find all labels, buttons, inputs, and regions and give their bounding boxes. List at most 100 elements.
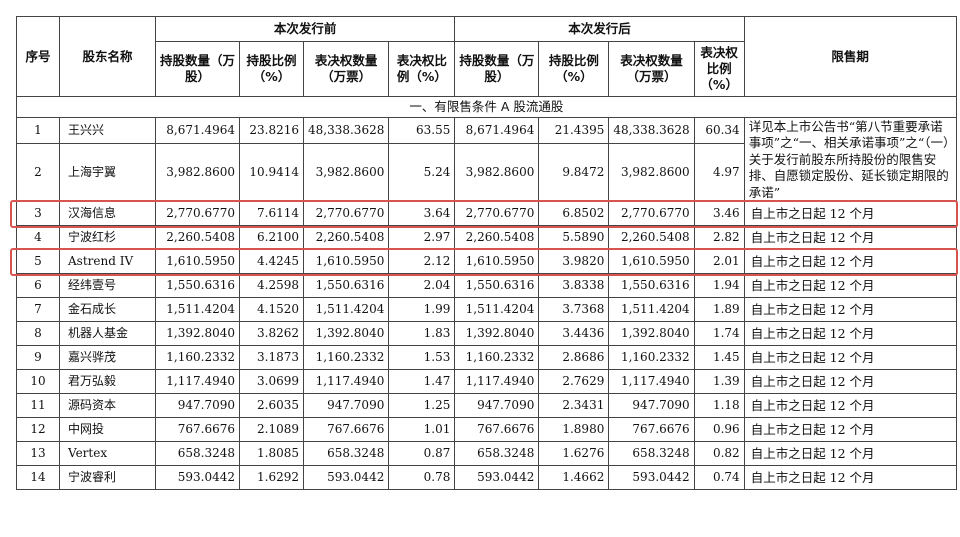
cell-after-shares: 1,550.6316 (454, 273, 540, 299)
cell-index: 6 (16, 273, 60, 299)
cell-before-shares: 1,117.4940 (155, 369, 240, 395)
cell-after-pct: 2.3431 (538, 393, 610, 419)
cell-index: 1 (16, 117, 60, 144)
cell-before-vote-pct: 2.97 (388, 225, 456, 251)
cell-after-pct: 6.8502 (538, 201, 610, 227)
shareholder-table-container: 序号 股东名称 本次发行前 本次发行后 限售期 持股数量（万股） 持股比例（%）… (16, 16, 957, 491)
cell-index: 10 (16, 369, 60, 395)
cell-after-shares: 3,982.8600 (454, 142, 540, 203)
cell-lockup-period: 自上市之日起 12 个月 (743, 321, 957, 347)
table-row: 2 上海宇翼 3,982.8600 10.9414 3,982.8600 5.24 3,98… (16, 142, 957, 203)
cell-after-pct: 1.6276 (538, 441, 610, 467)
cell-before-votes: 2,260.5408 (302, 225, 390, 251)
cell-after-vote-pct: 3.46 (693, 201, 745, 227)
cell-before-pct: 7.6114 (239, 201, 304, 227)
table-row: 4 宁波红杉 2,260.5408 6.2100 2,260.5408 2.97 2,260… (16, 225, 957, 251)
cell-after-vote-pct: 0.96 (693, 417, 745, 443)
header-after-pct: 持股比例（%） (538, 41, 610, 97)
cell-after-vote-pct: 1.89 (693, 297, 745, 323)
cell-before-shares: 1,610.5950 (155, 249, 240, 275)
cell-before-vote-pct: 3.64 (388, 201, 456, 227)
cell-after-pct: 5.5890 (538, 225, 610, 251)
cell-after-shares: 947.7090 (454, 393, 540, 419)
cell-after-votes: 2,770.6770 (608, 201, 695, 227)
cell-index: 7 (16, 297, 60, 323)
cell-name: 中网投 (59, 417, 156, 443)
table-row: 11 源码资本 947.7090 2.6035 947.7090 1.25 947.7090… (16, 393, 957, 419)
cell-index: 3 (16, 201, 60, 227)
cell-before-shares: 8,671.4964 (155, 117, 240, 144)
cell-before-shares: 2,770.6770 (155, 201, 240, 227)
cell-name: 宁波红杉 (59, 225, 156, 251)
cell-after-shares: 1,160.2332 (454, 345, 540, 371)
cell-before-shares: 767.6676 (155, 417, 240, 443)
cell-after-pct: 2.8686 (538, 345, 610, 371)
cell-after-votes: 3,982.8600 (608, 142, 695, 203)
cell-name: 王兴兴 (59, 117, 156, 144)
cell-before-votes: 1,392.8040 (302, 321, 390, 347)
cell-lockup-period: 自上市之日起 12 个月 (743, 297, 957, 323)
cell-before-shares: 3,982.8600 (155, 142, 240, 203)
table-row: 13 Vertex 658.3248 1.8085 658.3248 0.87 658.32… (16, 441, 957, 467)
header-index: 序号 (16, 16, 60, 97)
cell-after-votes: 2,260.5408 (608, 225, 695, 251)
cell-after-shares: 2,260.5408 (454, 225, 540, 251)
cell-before-vote-pct: 0.78 (388, 465, 456, 491)
header-before-votes: 表决权数量（万票） (302, 41, 390, 97)
cell-before-votes: 1,550.6316 (302, 273, 390, 299)
cell-before-pct: 3.8262 (239, 321, 304, 347)
cell-after-shares: 8,671.4964 (454, 117, 540, 144)
cell-index: 12 (16, 417, 60, 443)
cell-name: 金石成长 (59, 297, 156, 323)
cell-before-votes: 1,160.2332 (302, 345, 390, 371)
cell-before-vote-pct: 2.12 (388, 249, 456, 275)
cell-after-votes: 947.7090 (608, 393, 695, 419)
cell-before-vote-pct: 5.24 (388, 142, 456, 203)
cell-after-votes: 1,160.2332 (608, 345, 695, 371)
cell-lockup-period: 自上市之日起 12 个月 (743, 369, 957, 395)
cell-after-shares: 767.6676 (454, 417, 540, 443)
cell-name: 汉海信息 (59, 201, 156, 227)
cell-index: 9 (16, 345, 60, 371)
header-after-shares: 持股数量（万股） (454, 41, 540, 97)
cell-after-pct: 1.4662 (538, 465, 610, 491)
cell-lockup-period: 自上市之日起 12 个月 (743, 225, 957, 251)
cell-after-vote-pct: 1.39 (693, 369, 745, 395)
table-row: 7 金石成长 1,511.4204 4.1520 1,511.4204 1.99 1,511… (16, 297, 957, 323)
cell-after-shares: 1,511.4204 (454, 297, 540, 323)
cell-before-shares: 947.7090 (155, 393, 240, 419)
cell-before-pct: 2.1089 (239, 417, 304, 443)
cell-before-votes: 1,511.4204 (302, 297, 390, 323)
cell-after-vote-pct: 1.45 (693, 345, 745, 371)
cell-name: 君万弘毅 (59, 369, 156, 395)
cell-before-pct: 2.6035 (239, 393, 304, 419)
header-before-pct: 持股比例（%） (239, 41, 304, 97)
header-after-votes: 表决权数量（万票） (608, 41, 695, 97)
cell-index: 11 (16, 393, 60, 419)
cell-before-pct: 4.4245 (239, 249, 304, 275)
cell-name: 源码资本 (59, 393, 156, 419)
table-row: 8 机器人基金 1,392.8040 3.8262 1,392.8040 1.83 1,39… (16, 321, 957, 347)
cell-after-vote-pct: 60.34 (693, 117, 745, 144)
cell-name: Vertex (59, 441, 156, 467)
cell-after-vote-pct: 2.82 (693, 225, 745, 251)
cell-before-votes: 658.3248 (302, 441, 390, 467)
cell-before-vote-pct: 1.47 (388, 369, 456, 395)
cell-after-shares: 1,610.5950 (454, 249, 540, 275)
cell-name: 嘉兴骅茂 (59, 345, 156, 371)
cell-before-votes: 767.6676 (302, 417, 390, 443)
cell-index: 13 (16, 441, 60, 467)
cell-after-pct: 3.9820 (538, 249, 610, 275)
cell-before-shares: 658.3248 (155, 441, 240, 467)
cell-before-pct: 1.6292 (239, 465, 304, 491)
table-row: 12 中网投 767.6676 2.1089 767.6676 1.01 767.6676 1… (16, 417, 957, 443)
header-after-issuance: 本次发行后 (454, 16, 745, 42)
cell-before-votes: 2,770.6770 (302, 201, 390, 227)
header-lockup-period: 限售期 (743, 16, 957, 97)
table-row: 3 汉海信息 2,770.6770 7.6114 2,770.6770 3.64 2,770… (16, 201, 957, 227)
cell-lockup-note: 详见本上市公告书“第八节重要承诺事项”之“一、相关承诺事项”之“（一）关于发行前… (743, 116, 957, 203)
cell-before-pct: 4.1520 (239, 297, 304, 323)
cell-name: 经纬壹号 (59, 273, 156, 299)
cell-after-votes: 658.3248 (608, 441, 695, 467)
table-row: 6 经纬壹号 1,550.6316 4.2598 1,550.6316 2.04 1,550… (16, 273, 957, 299)
